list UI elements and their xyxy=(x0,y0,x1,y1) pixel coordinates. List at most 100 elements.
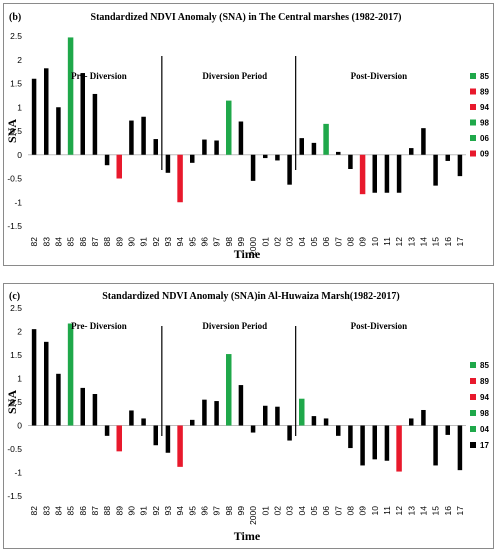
y-tick-label: 1.5 xyxy=(10,350,22,360)
legend-swatch xyxy=(470,104,476,110)
x-tick-label: 84 xyxy=(53,506,63,516)
y-tick-label: -0.5 xyxy=(7,444,22,454)
bar xyxy=(80,387,85,426)
x-tick-label: 15 xyxy=(431,237,441,247)
x-tick-label: 05 xyxy=(309,506,319,516)
bar xyxy=(177,425,183,467)
y-tick-label: 2.5 xyxy=(10,303,22,313)
x-tick-label: 09 xyxy=(358,237,368,247)
bar xyxy=(275,406,280,426)
bar xyxy=(190,419,195,426)
bar xyxy=(384,154,390,193)
x-tick-label: 06 xyxy=(321,506,331,516)
legend-swatch xyxy=(470,410,476,416)
x-tick-label: 02 xyxy=(272,506,282,516)
bar xyxy=(214,401,219,426)
y-tick-label: 1 xyxy=(17,374,22,384)
legend-swatch xyxy=(470,73,476,79)
bar xyxy=(104,425,110,436)
x-tick-label: 13 xyxy=(406,506,416,516)
bar xyxy=(384,425,390,461)
x-tick-label: 82 xyxy=(29,237,39,247)
x-tick-label: 82 xyxy=(29,506,39,516)
x-tick-label: 01 xyxy=(260,237,270,247)
bar xyxy=(421,128,426,155)
x-tick-label: 91 xyxy=(139,506,149,516)
bar xyxy=(433,425,438,466)
chart-c-svg: (c) Standardized NDVI Anomaly (SNA)in Al-… xyxy=(5,291,489,543)
bar xyxy=(323,123,329,155)
legend-swatch xyxy=(470,378,476,384)
bar xyxy=(44,341,49,426)
x-tick-label: 89 xyxy=(114,237,124,247)
bar xyxy=(56,373,61,426)
bar xyxy=(177,154,183,203)
bar xyxy=(202,139,207,155)
bar xyxy=(129,120,134,155)
bar xyxy=(141,418,146,426)
bar xyxy=(457,154,463,177)
y-tick-label: -1.5 xyxy=(7,221,22,231)
bar xyxy=(116,154,122,179)
bar xyxy=(44,68,49,155)
chart-panel-b: (b) Standardized NDVI Anomaly (SNA) in Th… xyxy=(3,3,494,266)
x-tick-label: 01 xyxy=(260,506,270,516)
chart-b-svg: (b) Standardized NDVI Anomaly (SNA) in Th… xyxy=(5,12,489,261)
x-tick-label: 90 xyxy=(126,237,136,247)
y-tick-label: -1 xyxy=(14,197,22,207)
panel-label: (c) xyxy=(9,291,20,302)
x-tick-label: 88 xyxy=(102,506,112,516)
bar xyxy=(263,154,268,159)
x-tick-label: 93 xyxy=(163,237,173,247)
x-tick-label: 96 xyxy=(199,506,209,516)
panel-label: (b) xyxy=(9,12,21,23)
bar xyxy=(336,151,341,155)
bar xyxy=(129,410,134,426)
x-tick-label: 07 xyxy=(333,237,343,247)
x-tick-label: 09 xyxy=(358,506,368,516)
x-tick-label: 03 xyxy=(285,506,295,516)
x-tick-label: 15 xyxy=(431,506,441,516)
chart-panel-c: (c) Standardized NDVI Anomaly (SNA)in Al-… xyxy=(3,283,494,549)
bar xyxy=(409,418,414,426)
bar xyxy=(226,354,232,426)
bar xyxy=(250,425,256,433)
x-tick-label: 07 xyxy=(333,506,343,516)
legend-label: 85 xyxy=(480,72,489,81)
bar xyxy=(421,409,426,426)
y-axis-label: SNA xyxy=(5,119,19,143)
x-tick-label: 99 xyxy=(236,237,246,247)
x-tick-label: 17 xyxy=(455,237,465,247)
x-tick-label: 97 xyxy=(212,506,222,516)
x-tick-label: 89 xyxy=(114,506,124,516)
period-label: Pre- Diversion xyxy=(71,321,127,331)
x-tick-label: 99 xyxy=(236,506,246,516)
x-tick-label: 92 xyxy=(151,237,161,247)
bar xyxy=(153,425,158,446)
legend-swatch xyxy=(470,119,476,126)
y-tick-label: 2 xyxy=(17,327,22,337)
bar xyxy=(80,73,85,155)
x-tick-label: 16 xyxy=(443,506,453,516)
x-axis-label: Time xyxy=(234,247,261,261)
x-tick-label: 98 xyxy=(224,506,234,516)
bar xyxy=(348,154,353,169)
y-tick-label: -1.5 xyxy=(7,491,22,501)
period-label: Pre- Diversion xyxy=(71,71,127,81)
bar xyxy=(396,154,402,193)
bar xyxy=(311,142,317,155)
x-tick-label: 06 xyxy=(321,237,331,247)
bar xyxy=(92,93,98,155)
bar xyxy=(190,154,195,163)
y-tick-label: 0 xyxy=(17,421,22,431)
legend-swatch xyxy=(470,150,476,157)
x-tick-label: 04 xyxy=(297,506,307,516)
x-tick-label: 08 xyxy=(345,506,355,516)
x-tick-label: 96 xyxy=(199,237,209,247)
bar xyxy=(457,425,463,471)
legend-label: 04 xyxy=(480,425,489,434)
legend-swatch xyxy=(470,88,476,95)
y-tick-label: -0.5 xyxy=(7,174,22,184)
x-tick-label: 93 xyxy=(163,506,173,516)
x-tick-label: 94 xyxy=(175,506,185,516)
